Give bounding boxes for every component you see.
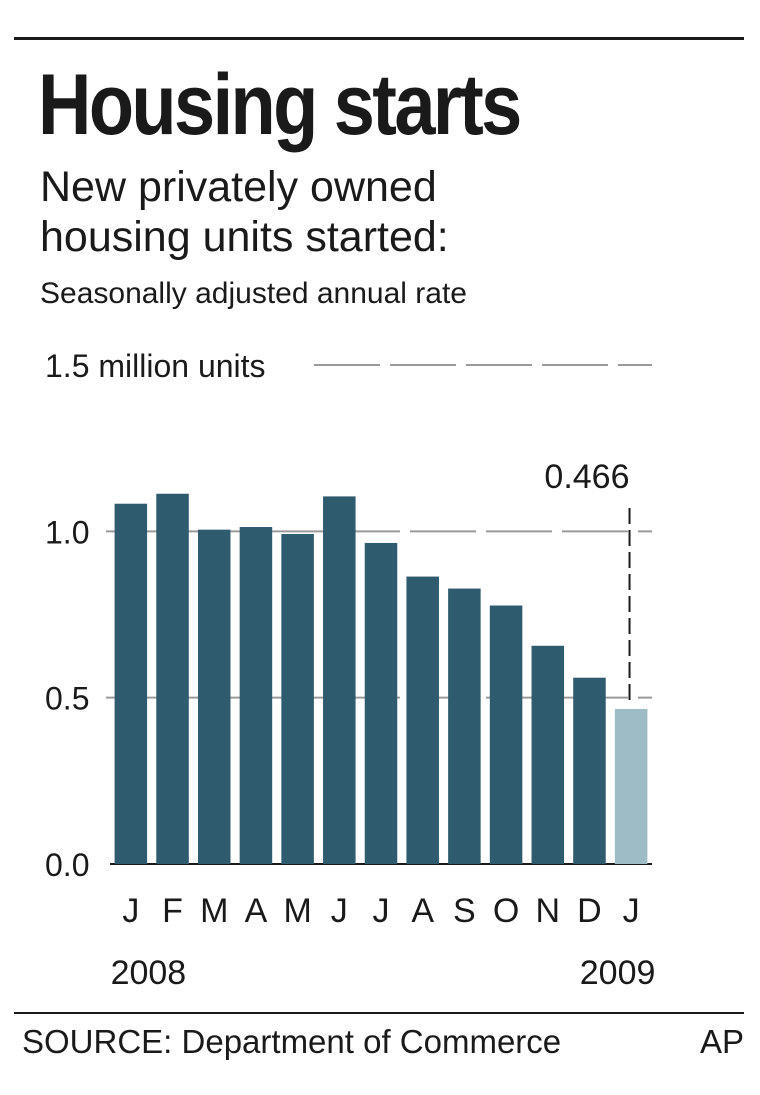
bar-1 [156, 493, 189, 864]
x-tick-label-1: F [162, 892, 183, 930]
bar-layer [114, 493, 648, 864]
bar-7 [406, 576, 439, 864]
y-tick-label-3: 1.5 million units [45, 348, 266, 384]
bar-11 [573, 677, 606, 864]
year-label-1: 2009 [580, 954, 656, 990]
chart-title: Housing starts [38, 57, 522, 153]
bar-3 [239, 527, 273, 864]
bar-9 [489, 605, 523, 864]
x-tick-label-2: M [200, 892, 228, 930]
bar-12 [614, 708, 648, 864]
bar-5 [323, 496, 356, 864]
highlight-value-label: 0.466 [544, 458, 629, 496]
chart-note: Seasonally adjusted annual rate [40, 277, 467, 310]
bar-0 [114, 503, 148, 864]
bottom-rule [14, 1012, 744, 1014]
x-tick-label-4: M [283, 892, 311, 930]
x-tick-label-7: A [411, 892, 434, 930]
x-tick-label-10: N [535, 892, 560, 930]
x-tick-label-6: J [373, 892, 390, 930]
source-note: SOURCE: Department of Commerce [22, 1023, 562, 1060]
x-tick-label-11: D [577, 892, 602, 930]
y-tick-label-1: 0.5 [45, 681, 89, 717]
bar-4 [281, 533, 314, 864]
y-tick-label-2: 1.0 [45, 514, 89, 550]
x-tick-label-3: A [245, 892, 268, 930]
x-tick-label-12: J [623, 892, 640, 930]
x-tick-label-5: J [331, 892, 348, 930]
credit-label: AP [699, 1023, 744, 1060]
subtitle-line-2: housing units started: [40, 213, 449, 261]
subtitle-line-1: New privately owned [40, 163, 437, 211]
bar-10 [531, 645, 565, 864]
chart-subtitle: New privately owned housing units starte… [40, 162, 449, 262]
x-tick-label-8: S [453, 892, 476, 930]
x-tick-label-0: J [122, 892, 139, 930]
top-rule [14, 37, 744, 40]
bar-2 [197, 529, 231, 864]
bar-6 [364, 542, 398, 864]
year-label-0: 2008 [111, 954, 187, 990]
x-tick-label-9: O [493, 892, 519, 930]
y-tick-label-0: 0.0 [45, 847, 89, 883]
bar-8 [448, 588, 481, 864]
